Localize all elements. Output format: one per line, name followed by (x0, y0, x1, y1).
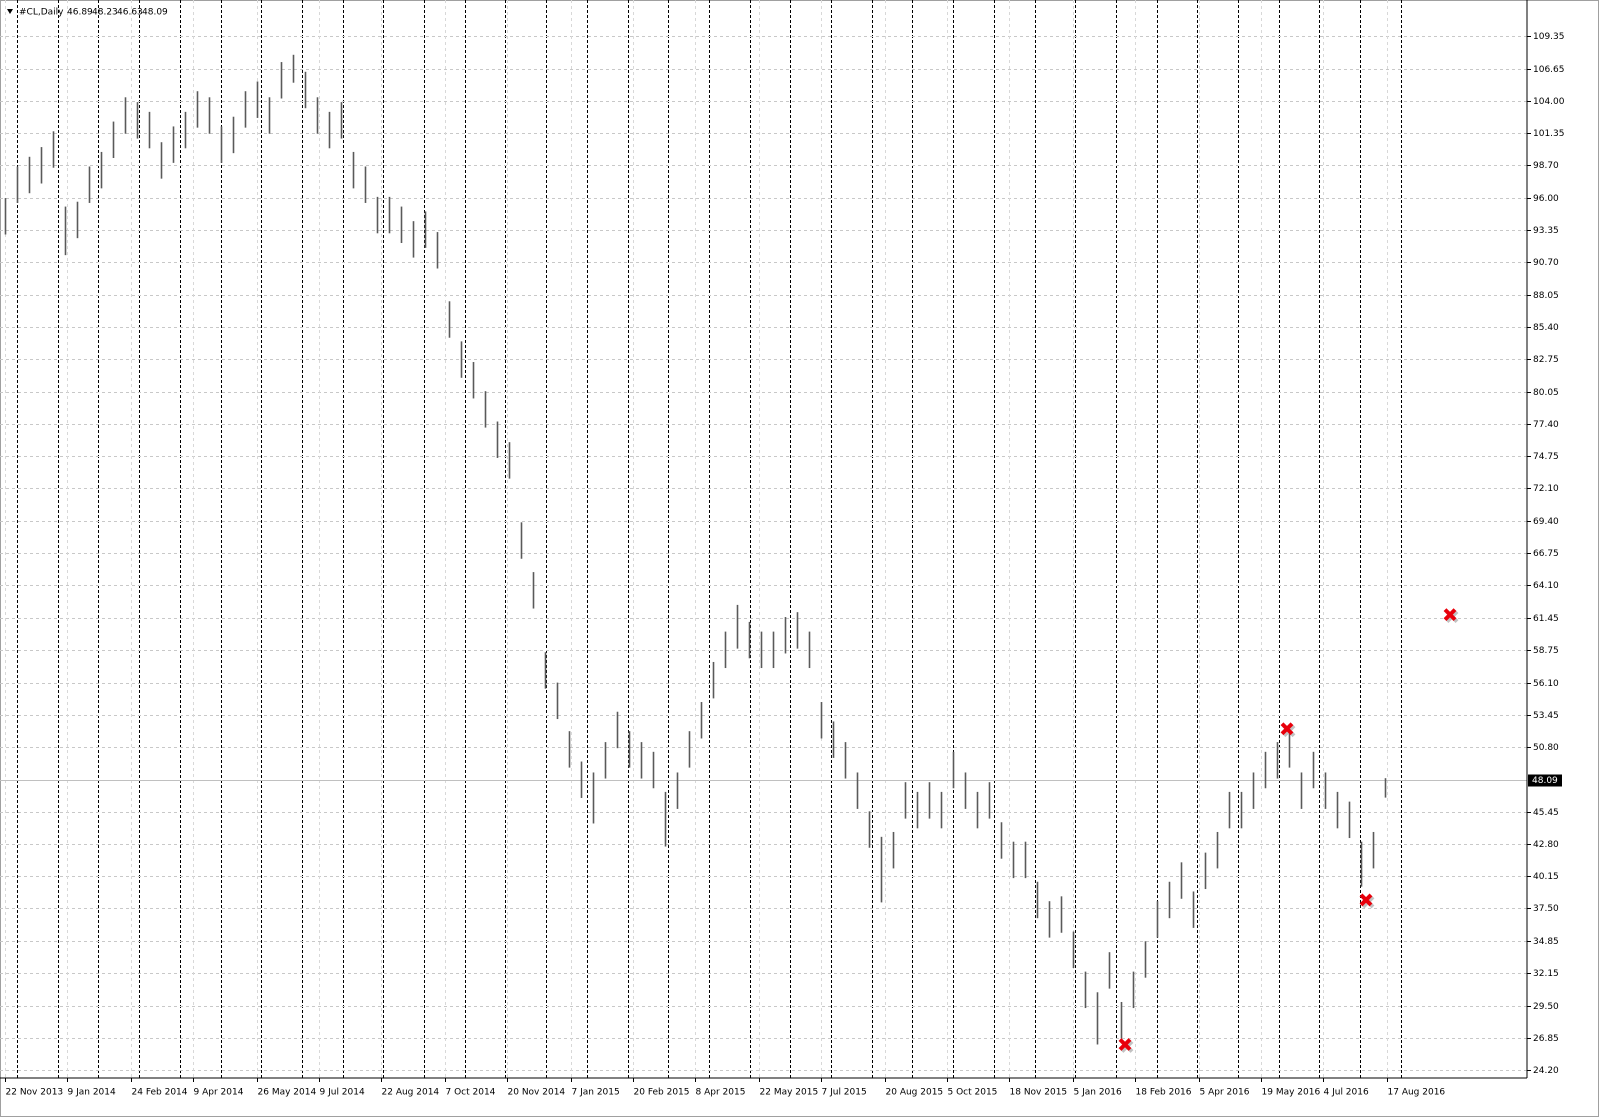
y-tick-label: 56.10 (1533, 679, 1559, 689)
y-tick-label: 106.65 (1533, 65, 1565, 75)
y-tick-label: 77.40 (1533, 420, 1559, 430)
x-tick-label: 9 Jan 2014 (68, 1088, 116, 1098)
y-tick-label: 80.05 (1533, 388, 1559, 398)
x-tick-label: 9 Jul 2014 (320, 1088, 365, 1098)
y-tick-label: 40.15 (1533, 872, 1559, 882)
y-tick-label: 58.75 (1533, 646, 1559, 656)
x-tick-label: 18 Nov 2015 (1010, 1088, 1068, 1098)
bars (4, 54, 1387, 1045)
last-price-box (1528, 774, 1562, 787)
x-tick-label: 22 May 2015 (760, 1088, 819, 1098)
y-tick-label: 24.20 (1533, 1066, 1559, 1076)
x-tick-label: 5 Jan 2016 (1074, 1088, 1122, 1098)
y-tick-label: 37.50 (1533, 904, 1559, 914)
low: 46.63 (117, 8, 143, 18)
y-tick-label: 53.45 (1533, 711, 1559, 721)
y-tick-label: 101.35 (1533, 129, 1565, 139)
x-tick-label: 7 Jan 2015 (572, 1088, 620, 1098)
last-price-label: 48.09 (1532, 776, 1558, 786)
close: 48.09 (142, 8, 168, 18)
x-tick-label: 19 May 2016 (1262, 1088, 1321, 1098)
x-tick-label: 22 Nov 2013 (6, 1088, 64, 1098)
symbol: #CL,Daily (19, 8, 64, 18)
y-tick-label: 85.40 (1533, 323, 1559, 333)
high: 48.23 (92, 8, 118, 18)
y-tick-label: 66.75 (1533, 549, 1559, 559)
x-tick-label: 9 Apr 2014 (194, 1088, 244, 1098)
x-tick-label: 17 Aug 2016 (1388, 1088, 1446, 1098)
x-tick-label: 20 Feb 2015 (634, 1088, 690, 1098)
y-tick-label: 26.85 (1533, 1034, 1559, 1044)
x-tick-label: 7 Oct 2014 (446, 1088, 496, 1098)
y-tick-label: 64.10 (1533, 581, 1559, 591)
y-tick-label: 29.50 (1533, 1002, 1559, 1012)
x-marker (1280, 722, 1294, 736)
x-tick-label: 26 May 2014 (258, 1088, 317, 1098)
x-tick-label: 5 Oct 2015 (948, 1088, 998, 1098)
x-tick-label: 7 Jul 2015 (822, 1088, 867, 1098)
menu-arrow[interactable] (7, 9, 13, 14)
y-tick-label: 50.80 (1533, 743, 1559, 753)
y-tick-label: 96.00 (1533, 194, 1559, 204)
x-tick-label: 8 Apr 2015 (696, 1088, 746, 1098)
y-tick-label: 45.45 (1533, 808, 1559, 818)
y-tick-label: 93.35 (1533, 226, 1559, 236)
y-tick-label: 61.45 (1533, 614, 1559, 624)
y-tick-label: 109.35 (1533, 32, 1565, 42)
open: 46.89 (67, 8, 93, 18)
grid (0, 0, 1527, 1078)
x-tick-label: 22 Aug 2014 (382, 1088, 440, 1098)
y-tick-label: 82.75 (1533, 355, 1559, 365)
y-tick-label: 104.00 (1533, 97, 1565, 107)
y-tick-label: 32.15 (1533, 969, 1559, 979)
y-tick-label: 74.75 (1533, 452, 1559, 462)
x-tick-label: 18 Feb 2016 (1136, 1088, 1192, 1098)
y-tick-label: 69.40 (1533, 517, 1559, 527)
x-marker (1443, 608, 1457, 622)
x-marker (1359, 893, 1373, 907)
x-tick-label: 5 Apr 2016 (1200, 1088, 1250, 1098)
x-marker (1118, 1038, 1132, 1051)
y-tick-label: 34.85 (1533, 937, 1559, 947)
y-tick-label: 88.05 (1533, 291, 1559, 301)
y-tick-label: 90.70 (1533, 258, 1559, 268)
y-tick-label: 98.70 (1533, 161, 1559, 171)
y-tick-label: 42.80 (1533, 840, 1559, 850)
x-tick-label: 20 Aug 2015 (886, 1088, 944, 1098)
x-tick-label: 4 Jul 2016 (1324, 1088, 1369, 1098)
x-tick-label: 24 Feb 2014 (132, 1088, 188, 1098)
y-tick-label: 72.10 (1533, 484, 1559, 494)
x-tick-label: 20 Nov 2014 (508, 1088, 566, 1098)
